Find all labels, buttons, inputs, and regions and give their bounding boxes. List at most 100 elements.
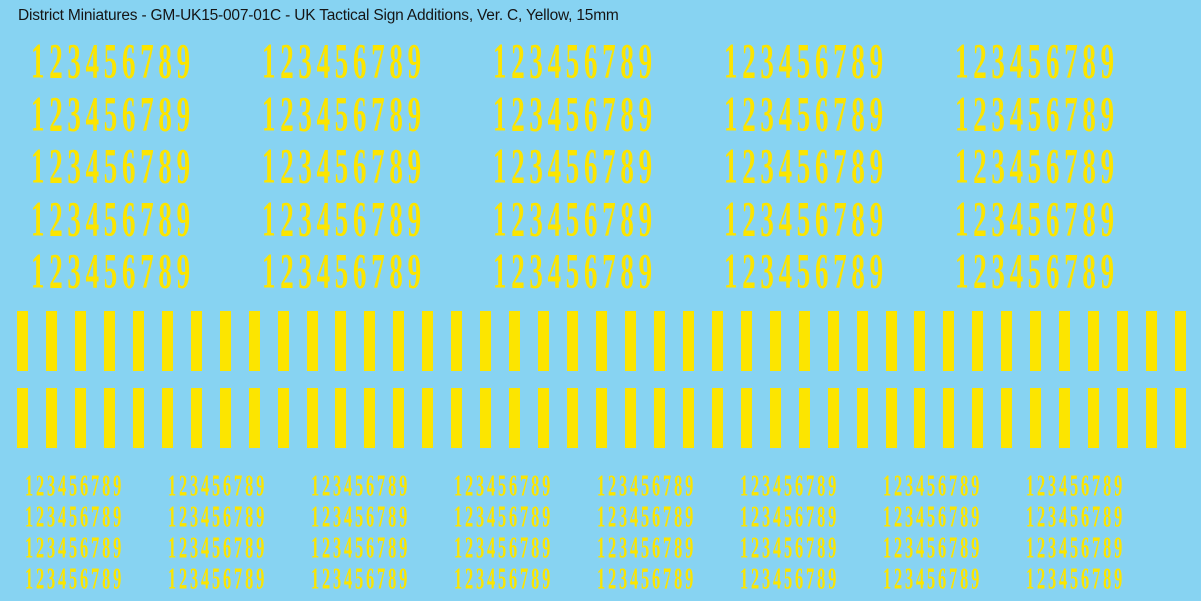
vertical-bar-decal (1030, 311, 1042, 371)
vertical-bar-decal (596, 388, 607, 448)
vertical-bar-decal (451, 311, 463, 371)
large-digit-group: 123456789 (955, 138, 1119, 194)
vertical-bar-decal (480, 311, 492, 371)
vertical-bar-decal (769, 388, 781, 448)
vertical-bar-decal (914, 388, 926, 448)
vertical-bar-decal (45, 388, 57, 448)
vertical-bar-decal (653, 311, 665, 371)
small-digit-group: 123456789 (1026, 499, 1126, 534)
large-digit-group: 123456789 (31, 33, 195, 89)
vertical-bar-decal (943, 388, 955, 448)
small-number-row: 123456789 123456789 123456789 123456789 1234… (25, 468, 1201, 503)
large-digit-group: 123456789 (262, 138, 426, 194)
vertical-bar-decal (422, 388, 434, 448)
large-digit-group: 123456789 (262, 86, 426, 142)
large-digit-group: 123456789 (31, 243, 195, 299)
vertical-bar-decal (1146, 388, 1158, 448)
small-numbers-section: 123456789 123456789 123456789 123456789 1234… (0, 468, 1201, 601)
vertical-bar-decal (306, 388, 318, 448)
vertical-bar-decal (219, 388, 231, 448)
small-number-row: 123456789 123456789 123456789 123456789 1234… (25, 530, 1201, 565)
vertical-bar-decal (624, 388, 636, 448)
vertical-bar-decal (335, 311, 347, 371)
vertical-bar-decal (74, 311, 86, 371)
vertical-bar-decal (827, 388, 839, 448)
vertical-bar-decal (769, 311, 781, 371)
vertical-bar-decal (74, 388, 86, 448)
vertical-bar-decal (972, 388, 984, 448)
vertical-bar-decal (480, 388, 492, 448)
small-number-row: 123456789 123456789 123456789 123456789 1234… (25, 561, 1201, 596)
vertical-bar-decal (103, 311, 115, 371)
small-digit-group: 123456789 (597, 561, 697, 596)
vertical-bar-decal (885, 311, 897, 371)
large-number-row: 123456789 123456789 123456789 123456789 1234… (31, 141, 1201, 191)
vertical-bar-decal (914, 311, 926, 371)
vertical-bar-decal (1175, 311, 1186, 371)
bars-section (0, 305, 1201, 460)
small-digit-group: 123456789 (168, 468, 268, 503)
small-digit-group: 123456789 (1026, 468, 1126, 503)
vertical-bar-decal (248, 388, 260, 448)
small-digit-group: 123456789 (454, 499, 554, 534)
vertical-bar-decal (798, 311, 810, 371)
small-digit-group: 123456789 (311, 499, 411, 534)
vertical-bar-decal (1001, 388, 1013, 448)
large-digit-group: 123456789 (955, 243, 1119, 299)
vertical-bar-decal (972, 311, 984, 371)
large-number-row: 123456789 123456789 123456789 123456789 1234… (31, 89, 1201, 139)
large-number-row: 123456789 123456789 123456789 123456789 1234… (31, 36, 1201, 86)
small-digit-group: 123456789 (740, 468, 840, 503)
large-digit-group: 123456789 (493, 86, 657, 142)
title-bar: District Miniatures - GM-UK15-007-01C - … (0, 0, 1201, 31)
vertical-bar-decal (567, 311, 579, 371)
small-digit-group: 123456789 (454, 468, 554, 503)
vertical-bar-decal (509, 311, 521, 371)
vertical-bar-decal (393, 311, 405, 371)
large-digit-group: 123456789 (493, 191, 657, 247)
vertical-bar-decal (567, 388, 579, 448)
small-digit-group: 123456789 (1026, 561, 1126, 596)
small-digit-group: 123456789 (168, 499, 268, 534)
vertical-bar-decal (248, 311, 260, 371)
vertical-bar-decal (219, 311, 231, 371)
large-digit-group: 123456789 (31, 86, 195, 142)
large-digit-group: 123456789 (955, 33, 1119, 89)
vertical-bar-decal (1146, 311, 1158, 371)
small-digit-group: 123456789 (25, 468, 125, 503)
vertical-bar-decal (190, 311, 202, 371)
vertical-bar-decal (1001, 311, 1013, 371)
small-digit-group: 123456789 (25, 561, 125, 596)
large-digit-group: 123456789 (955, 86, 1119, 142)
vertical-bar-decal (1059, 388, 1071, 448)
small-digit-group: 123456789 (740, 499, 840, 534)
small-digit-group: 123456789 (1026, 530, 1126, 565)
small-number-row: 123456789 123456789 123456789 123456789 1234… (25, 499, 1201, 534)
small-digit-group: 123456789 (597, 468, 697, 503)
vertical-bar-decal (885, 388, 897, 448)
small-digit-group: 123456789 (454, 530, 554, 565)
large-digit-group: 123456789 (724, 243, 888, 299)
small-digit-group: 123456789 (454, 561, 554, 596)
vertical-bar-decal (190, 388, 202, 448)
large-digit-group: 123456789 (493, 243, 657, 299)
vertical-bar-decal (740, 311, 752, 371)
vertical-bar-decal (17, 388, 28, 448)
vertical-bar-decal (17, 311, 28, 371)
vertical-bar-decal (711, 311, 723, 371)
small-digit-group: 123456789 (168, 530, 268, 565)
vertical-bar-decal (132, 388, 144, 448)
vertical-bar-decal (596, 311, 607, 371)
large-number-row: 123456789 123456789 123456789 123456789 1234… (31, 194, 1201, 244)
vertical-bar-decal (798, 388, 810, 448)
vertical-bar-decal (1030, 388, 1042, 448)
vertical-bar-decal (509, 388, 521, 448)
large-digit-group: 123456789 (724, 138, 888, 194)
vertical-bar-decal (1088, 311, 1100, 371)
vertical-bar-decal (538, 388, 550, 448)
vertical-bar-decal (1059, 311, 1071, 371)
vertical-bar-decal (711, 388, 723, 448)
large-digit-group: 123456789 (262, 191, 426, 247)
large-digit-group: 123456789 (955, 191, 1119, 247)
